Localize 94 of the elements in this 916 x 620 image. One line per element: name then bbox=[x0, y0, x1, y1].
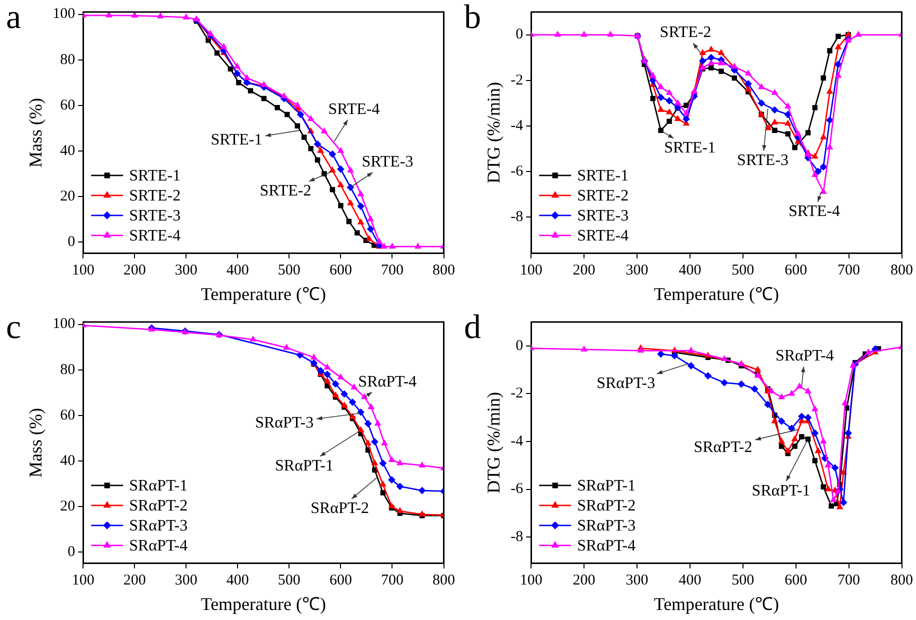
y-axis-title: Mass (%) bbox=[26, 98, 46, 168]
y-tick-label: 60 bbox=[60, 407, 76, 424]
x-tick-label: 500 bbox=[732, 262, 754, 278]
legend-label: SRαPT-4 bbox=[577, 538, 636, 555]
y-tick-label: 100 bbox=[52, 316, 76, 332]
legend-label: SRαPT-1 bbox=[129, 478, 188, 495]
chart-title: a bbox=[6, 0, 22, 36]
legend-label: SRαPT-3 bbox=[577, 518, 636, 535]
y-tick-label: 20 bbox=[60, 498, 76, 514]
x-tick-label: 500 bbox=[732, 572, 754, 588]
annotation: SRTE-2 bbox=[660, 24, 712, 42]
annotation: SRTE-3 bbox=[737, 152, 789, 169]
annotation: SRTE-4 bbox=[328, 101, 380, 118]
legend-label: SRαPT-2 bbox=[577, 498, 636, 515]
x-tick-label: 300 bbox=[174, 572, 198, 588]
x-tick-label: 200 bbox=[572, 262, 596, 278]
x-tick-label: 200 bbox=[572, 572, 596, 588]
y-tick-label: 0 bbox=[516, 338, 524, 354]
y-tick-label: 80 bbox=[60, 52, 76, 68]
annotation: SRαPT-1 bbox=[752, 482, 810, 500]
annotation: SRTE-2 bbox=[260, 182, 312, 200]
annotation: SRαPT-3 bbox=[255, 414, 314, 432]
x-tick-label: 600 bbox=[329, 572, 352, 588]
y-tick-label: -8 bbox=[510, 208, 524, 225]
x-tick-label: 700 bbox=[838, 572, 860, 588]
x-tick-label: 600 bbox=[784, 572, 808, 588]
y-axis-title: Mass (%) bbox=[26, 408, 46, 478]
y-tick-label: 40 bbox=[60, 142, 76, 159]
y-tick-label: -4 bbox=[510, 118, 524, 134]
x-tick-label: 200 bbox=[123, 262, 146, 278]
y-tick-label: -4 bbox=[510, 433, 524, 450]
annotation: SRTE-3 bbox=[362, 154, 414, 171]
x-tick-label: 700 bbox=[838, 262, 860, 278]
y-tick-label: 0 bbox=[68, 234, 76, 250]
x-tick-label: 300 bbox=[174, 262, 198, 278]
annotation: SRαPT-3 bbox=[596, 375, 656, 392]
y-tick-label: 100 bbox=[52, 6, 76, 22]
y-tick-label: -8 bbox=[510, 529, 524, 546]
legend-label: SRαPT-1 bbox=[577, 478, 636, 495]
x-tick-label: 800 bbox=[890, 572, 913, 588]
legend-label: SRTE-2 bbox=[129, 188, 181, 205]
y-tick-label: 0 bbox=[516, 26, 524, 43]
x-axis-title: Temperature (℃) bbox=[200, 284, 326, 304]
legend-label: SRTE-1 bbox=[577, 168, 629, 185]
x-axis-title: Temperature (℃) bbox=[200, 594, 326, 614]
annotation: SRαPT-4 bbox=[775, 348, 834, 365]
x-tick-label: 200 bbox=[123, 572, 146, 588]
legend-label: SRTE-3 bbox=[129, 208, 181, 225]
annotation: SRαPT-4 bbox=[358, 373, 417, 390]
legend-label: SRTE-4 bbox=[577, 228, 629, 245]
annotation: SRαPT-2 bbox=[310, 500, 370, 518]
x-tick-label: 600 bbox=[784, 262, 808, 278]
x-tick-label: 400 bbox=[678, 572, 702, 588]
annotation: SRTE-1 bbox=[210, 132, 262, 149]
annotation: SRαPT-2 bbox=[694, 438, 752, 456]
x-tick-label: 700 bbox=[380, 262, 404, 278]
x-tick-label: 600 bbox=[329, 262, 352, 278]
y-tick-label: -6 bbox=[510, 163, 524, 180]
chart-title: d bbox=[464, 308, 481, 346]
legend-label: SRαPT-2 bbox=[129, 498, 188, 515]
y-tick-label: 20 bbox=[60, 188, 76, 204]
x-tick-label: 800 bbox=[432, 262, 455, 278]
x-tick-label: 500 bbox=[278, 572, 300, 588]
y-axis-title: DTG (%/min) bbox=[484, 82, 504, 184]
legend-label: SRTE-4 bbox=[129, 228, 181, 245]
annotation: SRTE-1 bbox=[664, 140, 716, 157]
y-tick-label: -2 bbox=[510, 72, 524, 88]
x-axis-title: Temperature (℃) bbox=[654, 594, 780, 614]
chart-title: b bbox=[464, 0, 481, 36]
chart-title: c bbox=[6, 308, 22, 346]
y-tick-label: 0 bbox=[68, 544, 76, 560]
legend-label: SRTE-3 bbox=[577, 208, 629, 225]
x-tick-label: 400 bbox=[678, 262, 702, 278]
x-axis-title: Temperature (℃) bbox=[654, 284, 780, 304]
x-tick-label: 400 bbox=[226, 262, 249, 278]
x-tick-label: 300 bbox=[626, 572, 648, 588]
y-tick-label: -2 bbox=[510, 386, 524, 402]
x-tick-label: 300 bbox=[626, 262, 648, 278]
x-tick-label: 500 bbox=[278, 262, 300, 278]
x-tick-label: 400 bbox=[226, 572, 249, 588]
legend-label: SRαPT-3 bbox=[129, 518, 188, 535]
annotation: SRTE-4 bbox=[788, 203, 840, 220]
y-tick-label: 40 bbox=[60, 452, 76, 469]
annotation: SRαPT-1 bbox=[275, 458, 334, 475]
y-tick-label: 80 bbox=[60, 362, 76, 378]
y-axis-title: DTG (%/min) bbox=[484, 392, 504, 494]
legend-label: SRαPT-4 bbox=[129, 538, 188, 555]
x-tick-label: 700 bbox=[380, 572, 404, 588]
x-tick-label: 800 bbox=[432, 572, 455, 588]
y-tick-label: -6 bbox=[510, 481, 524, 498]
x-tick-label: 800 bbox=[890, 262, 913, 278]
legend-label: SRTE-1 bbox=[129, 168, 181, 185]
legend-label: SRTE-2 bbox=[577, 188, 629, 205]
y-tick-label: 60 bbox=[60, 97, 76, 114]
